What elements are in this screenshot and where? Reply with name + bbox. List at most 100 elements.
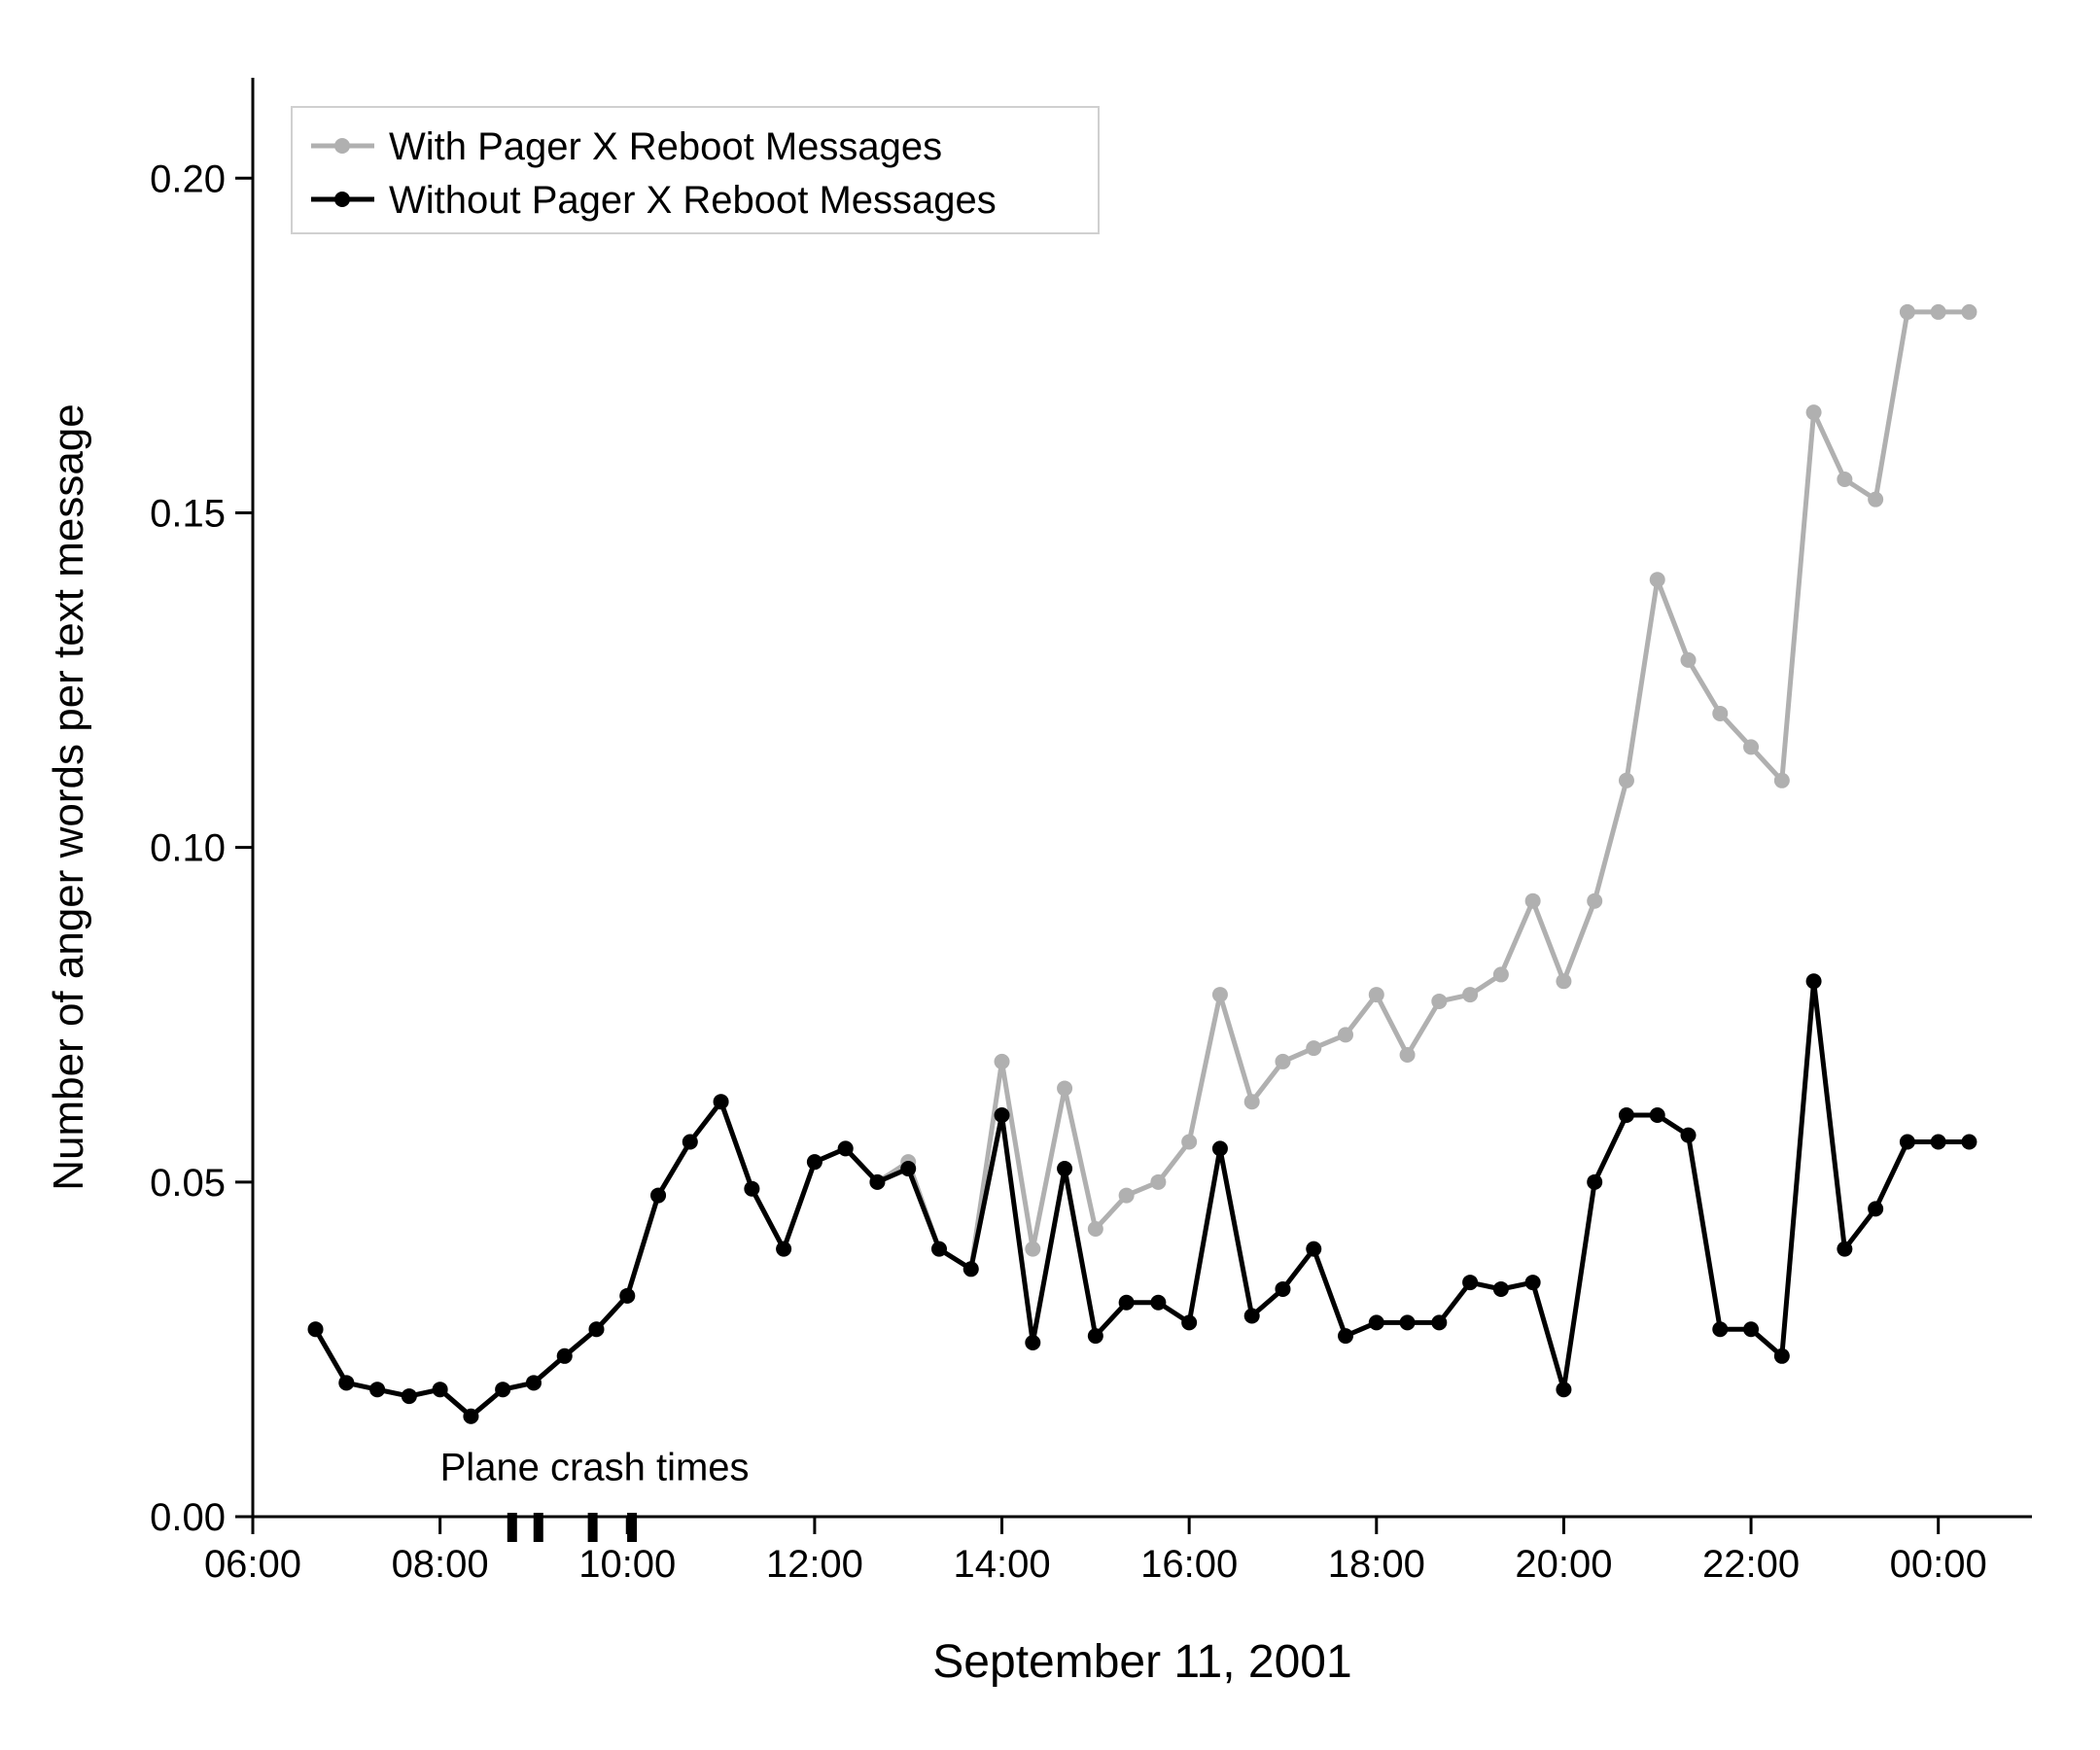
- series-marker: [1212, 987, 1228, 1002]
- series-marker: [1431, 994, 1447, 1009]
- series-marker: [1369, 1314, 1384, 1330]
- series-marker: [1650, 572, 1665, 587]
- series-marker: [1400, 1047, 1416, 1063]
- series-marker: [1088, 1328, 1103, 1344]
- series-marker: [1212, 1140, 1228, 1156]
- series-marker: [807, 1154, 822, 1170]
- x-axis-title: September 11, 2001: [932, 1636, 1351, 1688]
- series-marker: [1837, 1242, 1852, 1257]
- series-marker: [1743, 739, 1759, 754]
- series-marker: [1025, 1242, 1040, 1257]
- series-marker: [1619, 1107, 1634, 1123]
- line-chart: 0.000.050.100.150.2006:0008:0010:0012:00…: [0, 0, 2100, 1750]
- series-marker: [1681, 652, 1697, 668]
- legend-label: Without Pager X Reboot Messages: [389, 179, 997, 222]
- series-marker: [1057, 1080, 1072, 1096]
- series-marker: [1493, 1281, 1509, 1297]
- series-marker: [995, 1054, 1010, 1069]
- series-marker: [1338, 1027, 1353, 1042]
- series-marker: [869, 1174, 885, 1190]
- series-marker: [588, 1321, 604, 1337]
- series-marker: [1931, 304, 1946, 320]
- series-marker: [931, 1242, 947, 1257]
- series-marker: [495, 1382, 510, 1397]
- series-marker: [1150, 1174, 1166, 1190]
- y-tick-label: 0.10: [150, 827, 226, 870]
- series-marker: [900, 1161, 916, 1176]
- series-marker: [433, 1382, 448, 1397]
- annotation-label: Plane crash times: [440, 1446, 750, 1488]
- series-marker: [1743, 1321, 1759, 1337]
- series-marker: [1150, 1295, 1166, 1311]
- series-marker: [1525, 1275, 1541, 1290]
- x-tick-label: 06:00: [204, 1543, 301, 1586]
- series-marker: [1369, 987, 1384, 1002]
- x-tick-label: 18:00: [1328, 1543, 1425, 1586]
- series-marker: [338, 1375, 354, 1390]
- series-marker: [1306, 1242, 1321, 1257]
- x-tick-label: 08:00: [392, 1543, 489, 1586]
- series-marker: [1774, 1348, 1790, 1364]
- series-marker: [1868, 1201, 1883, 1216]
- series-marker: [1338, 1328, 1353, 1344]
- series-marker: [308, 1321, 324, 1337]
- series-marker: [1587, 1174, 1602, 1190]
- series-marker: [1868, 492, 1883, 508]
- series-marker: [1244, 1094, 1260, 1109]
- series-marker: [776, 1242, 791, 1257]
- series-marker: [1900, 304, 1915, 320]
- series-marker: [369, 1382, 385, 1397]
- chart-container: 0.000.050.100.150.2006:0008:0010:0012:00…: [0, 0, 2100, 1750]
- series-marker: [1431, 1314, 1447, 1330]
- x-tick-label: 00:00: [1890, 1543, 1987, 1586]
- series-marker: [1088, 1221, 1103, 1237]
- series-marker: [838, 1140, 854, 1156]
- series-marker: [619, 1288, 635, 1304]
- legend-swatch-marker: [334, 138, 350, 154]
- series-marker: [1681, 1128, 1697, 1143]
- x-tick-label: 22:00: [1702, 1543, 1800, 1586]
- series-marker: [1931, 1135, 1946, 1150]
- series-marker: [1119, 1295, 1135, 1311]
- series-marker: [526, 1375, 542, 1390]
- series-marker: [963, 1261, 979, 1277]
- x-tick-label: 12:00: [766, 1543, 863, 1586]
- x-tick-label: 14:00: [953, 1543, 1050, 1586]
- series-marker: [1525, 893, 1541, 909]
- series-marker: [463, 1409, 478, 1424]
- series-marker: [1619, 773, 1634, 788]
- series-marker: [1244, 1308, 1260, 1323]
- x-tick-label: 16:00: [1140, 1543, 1238, 1586]
- series-marker: [557, 1348, 573, 1364]
- series-marker: [1462, 1275, 1478, 1290]
- series-marker: [1275, 1054, 1290, 1069]
- series-marker: [744, 1181, 759, 1197]
- y-tick-label: 0.15: [150, 492, 226, 535]
- series-marker: [1306, 1040, 1321, 1056]
- series-marker: [1650, 1107, 1665, 1123]
- series-marker: [682, 1135, 698, 1150]
- series-marker: [1556, 973, 1571, 989]
- series-marker: [1712, 706, 1728, 721]
- series-marker: [1774, 773, 1790, 788]
- series-marker: [1806, 404, 1822, 420]
- y-axis-title: Number of anger words per text message: [45, 403, 92, 1191]
- series-marker: [995, 1107, 1010, 1123]
- series-marker: [1181, 1314, 1197, 1330]
- series-marker: [1806, 973, 1822, 989]
- series-marker: [650, 1188, 666, 1204]
- series-marker: [714, 1094, 729, 1109]
- series-marker: [1400, 1314, 1416, 1330]
- series-marker: [1275, 1281, 1290, 1297]
- series-marker: [1181, 1135, 1197, 1150]
- series-marker: [1900, 1135, 1915, 1150]
- series-marker: [1119, 1188, 1135, 1204]
- y-tick-label: 0.20: [150, 158, 226, 200]
- y-tick-label: 0.05: [150, 1162, 226, 1205]
- series-marker: [1961, 304, 1977, 320]
- series-marker: [1961, 1135, 1977, 1150]
- series-marker: [1556, 1382, 1571, 1397]
- y-tick-label: 0.00: [150, 1496, 226, 1539]
- series-marker: [1837, 472, 1852, 487]
- series-marker: [1712, 1321, 1728, 1337]
